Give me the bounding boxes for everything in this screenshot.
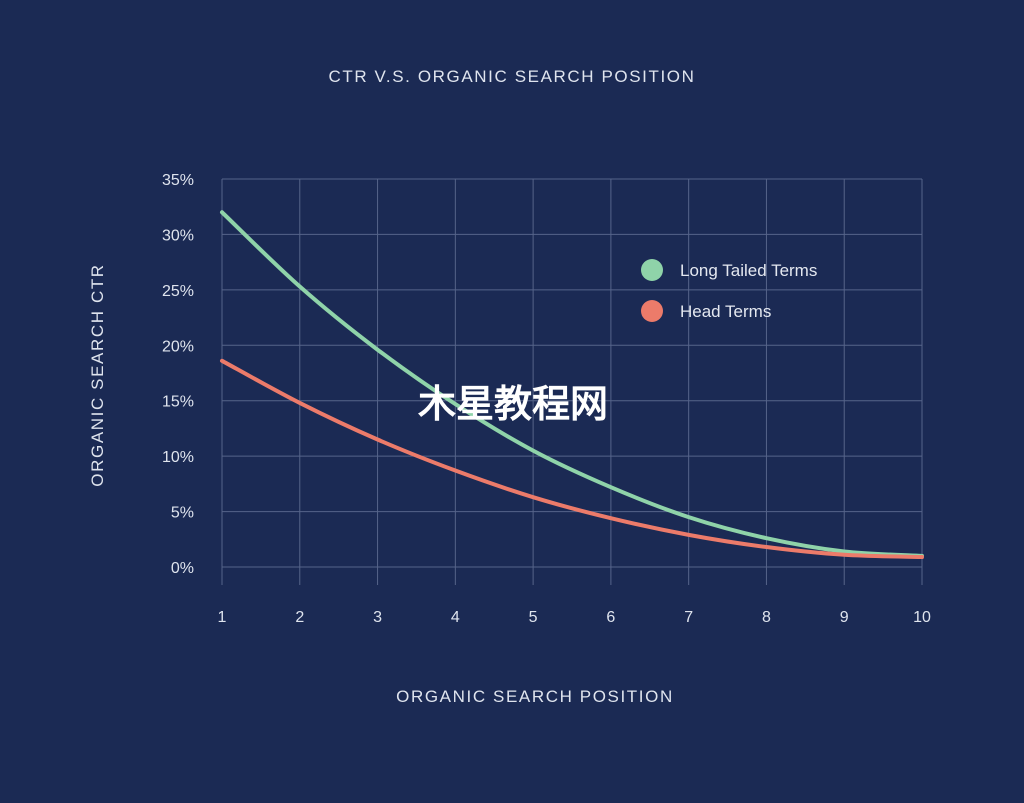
legend-marker-0 (641, 259, 663, 281)
series-line-1 (220, 358, 924, 560)
y-tick-label: 25% (162, 283, 194, 300)
x-tick-label: 8 (762, 609, 771, 626)
x-axis-label: ORGANIC SEARCH POSITION (396, 687, 674, 706)
x-tick-label: 3 (373, 609, 382, 626)
x-tick-label: 1 (218, 609, 227, 626)
x-tick-label: 4 (451, 609, 460, 626)
y-tick-label: 10% (162, 449, 194, 466)
series-line-0 (220, 210, 924, 558)
gridlines (221, 178, 923, 585)
x-axis-ticks: 1 2 3 4 5 6 7 8 9 10 (218, 609, 931, 626)
x-tick-label: 2 (295, 609, 304, 626)
series-lines (220, 210, 924, 560)
x-tick-label: 10 (913, 609, 931, 626)
chart-title: CTR V.S. ORGANIC SEARCH POSITION (328, 67, 695, 86)
y-axis-ticks: 0% 5% 10% 15% 20% 25% 30% 35% (162, 172, 194, 577)
y-tick-label: 5% (171, 505, 194, 522)
y-tick-label: 20% (162, 338, 194, 355)
y-tick-label: 15% (162, 394, 194, 411)
x-tick-label: 5 (529, 609, 538, 626)
watermark-text: 木星教程网 (418, 384, 608, 426)
legend: Long Tailed Terms Head Terms (641, 259, 817, 322)
y-tick-label: 30% (162, 227, 194, 244)
x-tick-label: 9 (840, 609, 849, 626)
y-axis-label: ORGANIC SEARCH CTR (88, 263, 107, 486)
legend-label-0: Long Tailed Terms (680, 261, 817, 280)
x-tick-label: 7 (684, 609, 693, 626)
legend-marker-1 (641, 300, 663, 322)
y-tick-label: 35% (162, 172, 194, 189)
y-tick-label: 0% (171, 560, 194, 577)
x-tick-label: 6 (606, 609, 615, 626)
legend-label-1: Head Terms (680, 302, 771, 321)
